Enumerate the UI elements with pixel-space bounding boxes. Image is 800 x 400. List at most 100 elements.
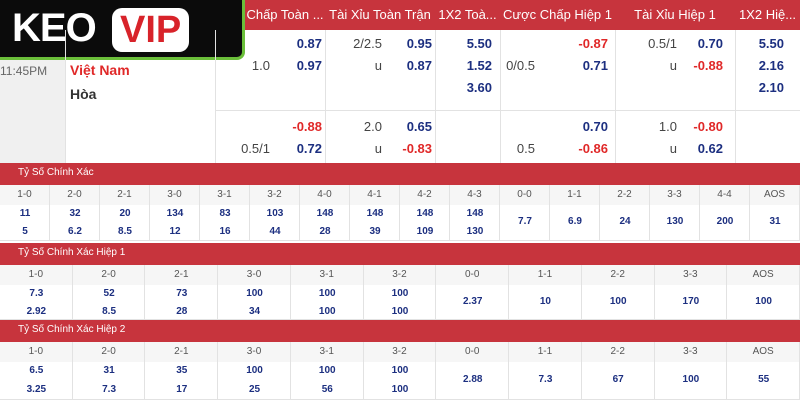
score-odds: 148 <box>466 208 484 219</box>
score-label: 3-1 <box>290 265 364 285</box>
handicap-line: u <box>374 58 382 73</box>
score-label: 0-0 <box>436 342 510 362</box>
score-label: 3-2 <box>363 342 437 362</box>
score-odds: 34 <box>248 305 261 317</box>
separator <box>299 205 300 241</box>
odds: -0.87 <box>578 36 608 51</box>
score-label: 1-0 <box>0 265 73 285</box>
separator <box>508 362 510 400</box>
score-odds: 31 <box>769 216 781 227</box>
separator <box>289 362 291 400</box>
score-odds: 55 <box>758 374 770 385</box>
score-label: 4-3 <box>450 185 500 205</box>
separator <box>217 362 219 400</box>
separator <box>749 205 750 241</box>
odds: 1.52 <box>466 58 492 73</box>
odds: 0.87 <box>406 58 432 73</box>
score-odds: 100 <box>682 374 700 385</box>
handicap-line: 0.5/1 <box>648 36 677 51</box>
score-odds: 100 <box>246 365 263 376</box>
logo-text: KEO <box>12 6 97 50</box>
separator <box>149 205 150 241</box>
score-label: 4-4 <box>700 185 750 205</box>
section-title: Tỷ Số Chính Xác Hiệp 1 <box>0 243 800 265</box>
score-odds: 24 <box>619 216 631 227</box>
odds: 5.50 <box>466 36 492 51</box>
score-odds: 2.92 <box>26 305 47 317</box>
score-label: 4-0 <box>300 185 350 205</box>
score-odds: 100 <box>609 295 627 307</box>
column-header: Tài Xỉu Toàn Trận <box>329 7 431 22</box>
score-odds: 28 <box>319 226 331 237</box>
separator <box>349 205 350 241</box>
score-label: 2-2 <box>581 342 655 362</box>
separator <box>325 30 326 163</box>
column-header: Cược Chấp Hiệp 1 <box>503 7 612 22</box>
score-odds: 7.3 <box>538 374 553 385</box>
separator <box>653 285 655 320</box>
score-odds: 28 <box>176 305 188 317</box>
separator <box>435 30 436 163</box>
odds: 0.70 <box>582 119 608 134</box>
score-odds: 148 <box>416 208 434 219</box>
odds: 2.10 <box>758 80 784 95</box>
separator <box>99 205 100 241</box>
score-label: 2-0 <box>72 265 146 285</box>
separator <box>508 285 510 320</box>
score-odds: 25 <box>248 384 261 395</box>
score-label: 3-3 <box>650 185 700 205</box>
odds: 0.72 <box>296 141 322 156</box>
score-odds: 6.2 <box>68 226 82 237</box>
odds: 3.60 <box>466 80 492 95</box>
score-odds: 17 <box>176 384 188 395</box>
score-label: 3-1 <box>290 342 364 362</box>
score-label: 2-1 <box>145 342 219 362</box>
separator <box>599 205 600 241</box>
score-label: 1-1 <box>509 342 582 362</box>
odds: -0.86 <box>578 141 608 156</box>
score-odds: 170 <box>682 295 700 307</box>
score-label: 4-2 <box>400 185 450 205</box>
draw-label: Hòa <box>70 86 97 102</box>
handicap-line: 0.5/1 <box>241 141 270 156</box>
score-odds: 6.9 <box>568 216 582 227</box>
separator <box>653 362 655 400</box>
logo-badge: VIP <box>112 8 190 52</box>
score-odds: 2.37 <box>462 295 483 307</box>
score-odds: 7.3 <box>29 288 44 299</box>
score-odds: 100 <box>755 295 772 307</box>
separator <box>0 319 800 320</box>
separator <box>500 30 501 163</box>
score-label: 2-2 <box>600 185 650 205</box>
separator <box>499 205 500 241</box>
separator <box>449 205 450 241</box>
score-odds: 148 <box>366 208 384 219</box>
score-odds: 56 <box>321 384 333 395</box>
odds: -0.83 <box>402 141 432 156</box>
match-time: 11:45PM <box>0 64 48 78</box>
logo[interactable]: KEO VIP <box>0 0 245 60</box>
score-label: 3-0 <box>218 265 291 285</box>
separator <box>249 205 250 241</box>
odds: 0.97 <box>296 58 322 73</box>
score-odds: 100 <box>318 288 336 299</box>
score-odds: 100 <box>246 288 263 299</box>
separator <box>199 205 200 241</box>
score-label: 4-1 <box>350 185 400 205</box>
odds: 2.16 <box>758 58 784 73</box>
odds: 0.87 <box>296 36 322 51</box>
score-odds: 200 <box>716 216 734 227</box>
handicap-line: 1.0 <box>251 58 270 73</box>
score-label: 3-2 <box>250 185 300 205</box>
section-title: Tỷ Số Chính Xác <box>0 163 800 185</box>
score-label: 3-3 <box>654 265 728 285</box>
score-odds: 130 <box>666 216 684 227</box>
separator <box>580 285 582 320</box>
separator <box>215 30 216 163</box>
score-label: 3-2 <box>363 265 437 285</box>
score-label: 0-0 <box>500 185 550 205</box>
score-odds: 134 <box>166 208 184 219</box>
separator <box>549 205 550 241</box>
handicap-line: 2/2.5 <box>353 36 382 51</box>
